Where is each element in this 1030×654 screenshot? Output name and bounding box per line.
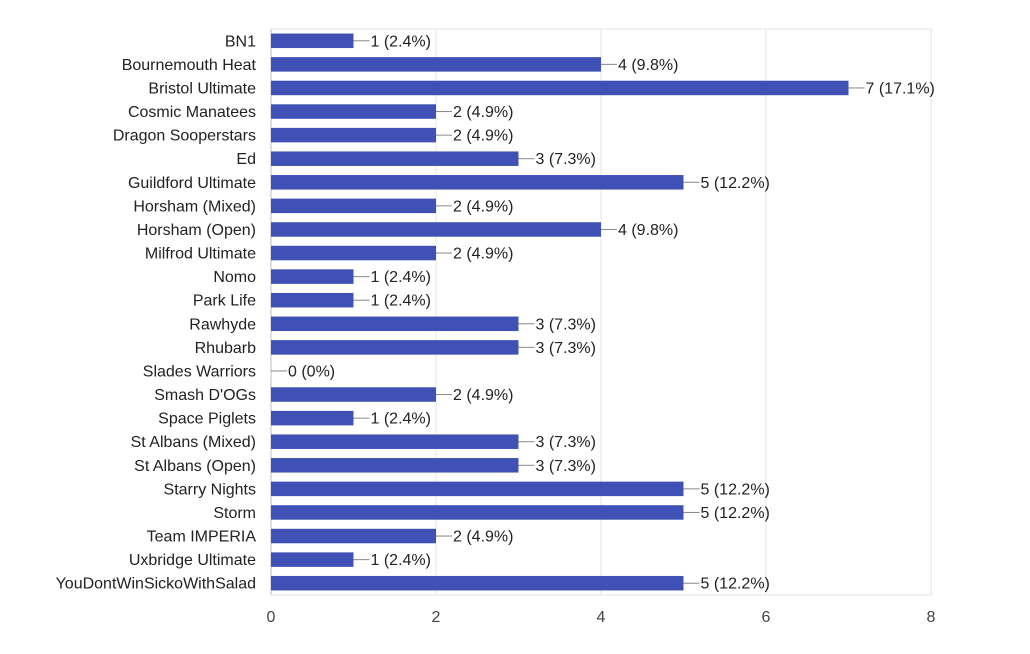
bar bbox=[271, 292, 354, 308]
data-label: 2 (4.9%) bbox=[453, 198, 513, 215]
category-label: YouDontWinSickoWithSalad bbox=[56, 576, 256, 593]
category-label: Bristol Ultimate bbox=[148, 80, 256, 97]
category-label: Slades Warriors bbox=[143, 363, 256, 380]
bar bbox=[271, 245, 436, 261]
category-label: St Albans (Open) bbox=[134, 458, 256, 475]
data-label: 3 (7.3%) bbox=[536, 458, 596, 475]
category-label: Nomo bbox=[213, 269, 256, 286]
category-label: Storm bbox=[213, 505, 256, 522]
category-label: Bournemouth Heat bbox=[122, 57, 257, 74]
category-label: Dragon Sooperstars bbox=[113, 128, 256, 145]
bar bbox=[271, 575, 684, 591]
data-label: 5 (12.2%) bbox=[701, 576, 770, 593]
data-label: 3 (7.3%) bbox=[536, 151, 596, 168]
category-label: Park Life bbox=[193, 293, 256, 310]
x-tick-label: 6 bbox=[762, 609, 771, 626]
category-label: St Albans (Mixed) bbox=[131, 434, 256, 451]
bar bbox=[271, 80, 849, 96]
bar bbox=[271, 222, 601, 237]
data-label: 0 (0%) bbox=[288, 363, 335, 380]
category-label: Team IMPERIA bbox=[147, 529, 257, 546]
bar bbox=[271, 481, 684, 497]
bar bbox=[271, 552, 354, 567]
data-label: 5 (12.2%) bbox=[701, 175, 770, 192]
category-label: Horsham (Open) bbox=[137, 222, 256, 239]
data-label: 5 (12.2%) bbox=[701, 481, 770, 498]
bar bbox=[271, 198, 436, 214]
data-label: 3 (7.3%) bbox=[536, 434, 596, 451]
category-label: Smash D'OGs bbox=[154, 387, 256, 404]
data-label: 7 (17.1%) bbox=[866, 80, 935, 97]
gridlines bbox=[270, 28, 932, 596]
bar bbox=[271, 410, 354, 426]
bar bbox=[271, 316, 519, 332]
category-label: Horsham (Mixed) bbox=[133, 198, 256, 215]
bar bbox=[271, 528, 436, 544]
bar bbox=[271, 269, 354, 284]
bar bbox=[271, 57, 601, 72]
data-label: 1 (2.4%) bbox=[371, 411, 431, 428]
category-labels: BN1 Bournemouth Heat Bristol Ultimate Cosmi… bbox=[56, 33, 257, 592]
category-label: Milfrod Ultimate bbox=[145, 246, 256, 263]
bar bbox=[271, 387, 436, 402]
bar bbox=[271, 175, 684, 190]
data-label: 1 (2.4%) bbox=[371, 293, 431, 310]
category-label: Rawhyde bbox=[189, 316, 256, 333]
data-label: 2 (4.9%) bbox=[453, 128, 513, 145]
bar bbox=[271, 458, 519, 473]
data-label: 3 (7.3%) bbox=[536, 340, 596, 357]
category-label: Cosmic Manatees bbox=[128, 104, 256, 121]
data-label: 1 (2.4%) bbox=[371, 33, 431, 50]
data-label: 2 (4.9%) bbox=[453, 104, 513, 121]
data-labels: 1 (2.4%) 4 (9.8%) 7 (17.1%) 2 (4.9%) 2 (4.9%… bbox=[271, 33, 935, 593]
category-label: Uxbridge Ultimate bbox=[129, 552, 256, 569]
data-label: 5 (12.2%) bbox=[701, 505, 770, 522]
data-label: 1 (2.4%) bbox=[371, 552, 431, 569]
category-label: Starry Nights bbox=[164, 481, 256, 498]
data-label: 2 (4.9%) bbox=[453, 246, 513, 263]
data-label: 2 (4.9%) bbox=[453, 387, 513, 404]
category-label: BN1 bbox=[225, 33, 256, 50]
x-tick-label: 4 bbox=[597, 609, 606, 626]
bar bbox=[271, 127, 436, 143]
data-label: 3 (7.3%) bbox=[536, 316, 596, 333]
bars bbox=[271, 33, 849, 591]
data-label: 4 (9.8%) bbox=[618, 222, 678, 239]
x-tick-label: 8 bbox=[927, 609, 936, 626]
bar bbox=[271, 104, 436, 119]
x-tick-label: 2 bbox=[432, 609, 441, 626]
bar bbox=[271, 505, 684, 520]
category-label: Rhubarb bbox=[195, 340, 256, 357]
category-label: Guildford Ultimate bbox=[128, 175, 256, 192]
bar bbox=[271, 434, 519, 449]
data-label: 2 (4.9%) bbox=[453, 529, 513, 546]
data-label: 4 (9.8%) bbox=[618, 57, 678, 74]
bar bbox=[271, 340, 519, 355]
category-label: Space Piglets bbox=[158, 411, 256, 428]
category-label: Ed bbox=[236, 151, 256, 168]
x-tick-label: 0 bbox=[267, 609, 276, 626]
data-label: 1 (2.4%) bbox=[371, 269, 431, 286]
bar bbox=[271, 151, 519, 166]
bar bbox=[271, 33, 354, 49]
x-axis-ticks: 0 2 4 6 8 bbox=[267, 609, 936, 626]
